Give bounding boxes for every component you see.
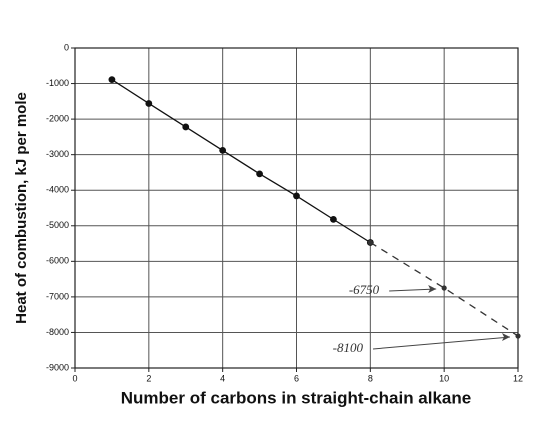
arrow-head (502, 333, 510, 341)
y-tick-label: -8000 (46, 327, 69, 337)
series-line (369, 241, 519, 337)
y-tick-label: -7000 (46, 291, 69, 301)
arrow-head (428, 285, 437, 293)
x-tick-label: 12 (513, 373, 523, 383)
y-tick-label: -3000 (46, 149, 69, 159)
y-tick-label: -6000 (46, 256, 69, 266)
annotation: -8100 (333, 340, 364, 355)
x-tick-label: 4 (220, 373, 225, 383)
y-tick-label: -2000 (46, 113, 69, 123)
y-tick-label: -1000 (46, 78, 69, 88)
data-point (145, 100, 153, 107)
x-tick-label: 10 (439, 373, 449, 383)
data-point (330, 215, 337, 223)
y-axis-title: Heat of combustion, kJ per mole (13, 92, 30, 324)
data-point (441, 285, 447, 291)
data-point (108, 76, 116, 84)
x-axis-title: Number of carbons in straight-chain alka… (121, 388, 471, 407)
data-point (293, 192, 300, 200)
x-tick-label: 0 (72, 373, 77, 383)
y-tick-label: -4000 (46, 185, 69, 195)
x-tick-label: 8 (368, 373, 373, 383)
y-tick-label: -9000 (46, 362, 69, 372)
data-point (256, 170, 263, 178)
annotation-arrow (372, 336, 511, 350)
x-tick-label: 6 (294, 373, 299, 383)
plot-frame (74, 47, 519, 369)
data-point (219, 147, 227, 154)
data-point (515, 333, 521, 339)
series-line (111, 79, 371, 244)
annotation: -6750 (349, 282, 380, 297)
data-point (367, 239, 373, 246)
y-tick-label: 0 (64, 42, 69, 52)
x-tick-label: 2 (146, 373, 151, 383)
annotation-arrow (389, 288, 437, 292)
y-tick-label: -5000 (46, 220, 69, 230)
data-point (182, 123, 190, 131)
